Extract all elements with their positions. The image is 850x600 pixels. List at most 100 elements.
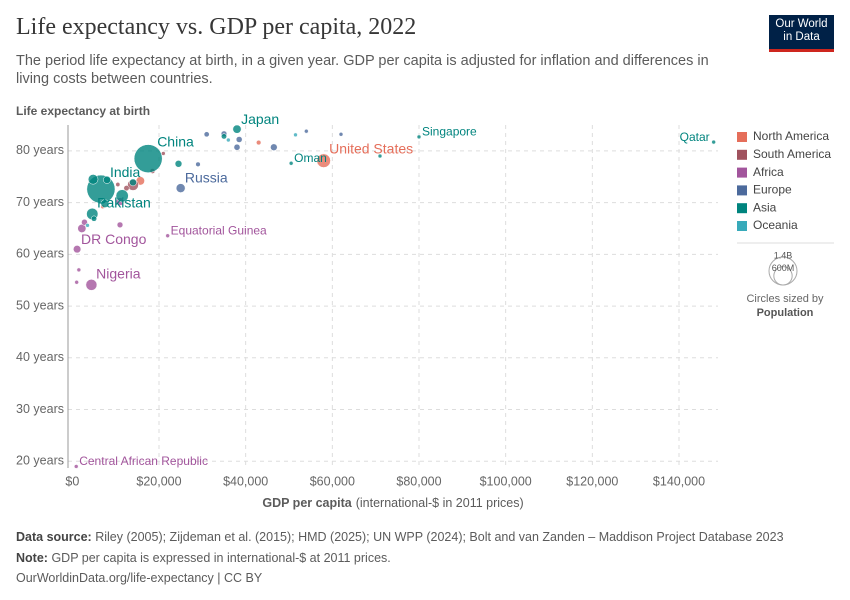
y-tick-label: 40 years bbox=[16, 350, 64, 364]
legend-swatch bbox=[737, 132, 747, 142]
bubble bbox=[115, 189, 129, 203]
x-axis-unit: (international-$ in 2011 prices) bbox=[356, 496, 524, 510]
x-tick-label: $100,000 bbox=[480, 474, 532, 488]
bubble bbox=[338, 132, 344, 137]
size-legend-circle bbox=[773, 266, 793, 286]
point-label: Qatar bbox=[680, 130, 710, 144]
y-axis-label: Life expectancy at birth bbox=[16, 104, 150, 118]
point-label: Singapore bbox=[422, 125, 477, 139]
bubble bbox=[270, 143, 278, 151]
bubble bbox=[174, 160, 183, 168]
legend-label: Africa bbox=[753, 165, 784, 179]
x-tick-label: $0 bbox=[65, 474, 79, 488]
size-legend-title: Circles sized by bbox=[746, 293, 824, 305]
bubble bbox=[235, 136, 243, 143]
bubble bbox=[293, 132, 298, 138]
bubble bbox=[87, 174, 99, 185]
chart-subtitle: The period life expectancy at birth, in … bbox=[16, 53, 709, 87]
note: GDP per capita is expressed in internati… bbox=[51, 550, 391, 565]
point-label: Nigeria bbox=[96, 266, 141, 282]
legend-swatch bbox=[737, 203, 747, 214]
note-line: Note: GDP per capita is expressed in int… bbox=[16, 548, 784, 569]
logo[interactable]: Our World in Data bbox=[769, 15, 834, 52]
legend-label: South America bbox=[753, 147, 831, 161]
bubble bbox=[195, 161, 201, 167]
x-tick-label: $80,000 bbox=[396, 474, 441, 488]
bubble bbox=[133, 144, 163, 173]
bubble bbox=[123, 185, 130, 192]
source: Riley (2005); Zijdeman et al. (2015); HM… bbox=[95, 530, 784, 544]
bubble bbox=[85, 279, 98, 291]
bubble bbox=[73, 245, 82, 254]
legend-swatch bbox=[737, 185, 747, 196]
point-label: Oman bbox=[294, 151, 327, 165]
x-tick-label: $40,000 bbox=[223, 474, 268, 488]
legend-swatch bbox=[737, 167, 747, 178]
y-tick-label: 70 years bbox=[16, 195, 64, 209]
bubble bbox=[100, 199, 110, 208]
bubble bbox=[175, 183, 186, 193]
bubble bbox=[73, 464, 79, 469]
bubble bbox=[85, 223, 90, 228]
point-label: United States bbox=[329, 141, 413, 157]
y-tick-label: 30 years bbox=[16, 402, 64, 416]
point-label: China bbox=[157, 133, 194, 149]
point-label: Russia bbox=[185, 170, 228, 186]
legend-label: North America bbox=[753, 129, 829, 143]
bubble bbox=[233, 143, 241, 151]
license[interactable]: OurWorldinData.org/life-expectancy | CC … bbox=[16, 571, 263, 585]
x-tick-label: $140,000 bbox=[653, 474, 705, 488]
bubble bbox=[76, 267, 82, 273]
logo-text: Our World bbox=[775, 18, 828, 30]
bubble bbox=[74, 280, 79, 285]
logo-text: in Data bbox=[783, 31, 820, 43]
y-tick-label: 20 years bbox=[16, 454, 64, 468]
note-label: Note: bbox=[16, 550, 48, 565]
bubble bbox=[256, 140, 262, 146]
y-tick-label: 60 years bbox=[16, 247, 64, 261]
bubble bbox=[77, 224, 87, 233]
bubble bbox=[165, 233, 170, 238]
bubble bbox=[316, 153, 331, 168]
bubble bbox=[116, 221, 124, 228]
x-axis-label: GDP per capita (international-$ in 2011 p… bbox=[262, 496, 523, 510]
bubble bbox=[711, 139, 716, 145]
source-label: Data source: bbox=[16, 530, 92, 544]
point-label: Pakistan bbox=[97, 195, 151, 211]
bubble bbox=[103, 175, 111, 184]
point-label: DR Congo bbox=[81, 231, 147, 247]
source-line: Data source: Riley (2005); Zijdeman et a… bbox=[16, 527, 784, 548]
size-legend-label: 1.4B bbox=[774, 250, 793, 260]
legend-label: Asia bbox=[753, 200, 777, 214]
bubble bbox=[115, 182, 121, 187]
bubble bbox=[91, 215, 97, 222]
point-label: India bbox=[110, 164, 141, 180]
x-axis-title: GDP per capita bbox=[262, 496, 352, 510]
point-label: Japan bbox=[241, 111, 279, 127]
legend-label: Europe bbox=[753, 183, 792, 197]
y-tick-label: 80 years bbox=[16, 143, 64, 157]
bubble bbox=[232, 124, 242, 134]
point-label: Equatorial Guinea bbox=[171, 223, 267, 237]
bubble bbox=[288, 161, 294, 166]
bubble bbox=[377, 153, 383, 159]
bubble bbox=[129, 178, 137, 187]
y-tick-label: 50 years bbox=[16, 298, 64, 312]
x-tick-label: $120,000 bbox=[566, 474, 618, 488]
bubble bbox=[221, 133, 227, 140]
x-tick-label: $20,000 bbox=[136, 474, 181, 488]
size-legend-variable: Population bbox=[757, 307, 814, 319]
bubble bbox=[203, 131, 210, 138]
bubble bbox=[416, 134, 422, 140]
chart-title: Life expectancy vs. GDP per capita, 2022 bbox=[16, 14, 417, 40]
x-tick-label: $60,000 bbox=[310, 474, 355, 488]
legend-swatch bbox=[737, 221, 747, 231]
legend-label: Oceania bbox=[753, 218, 798, 232]
point-label: Central African Republic bbox=[79, 454, 208, 468]
size-legend-label: 600M bbox=[772, 263, 795, 273]
bubble bbox=[226, 137, 231, 143]
legend-swatch bbox=[737, 149, 747, 160]
footer: Data source: Riley (2005); Zijdeman et a… bbox=[16, 527, 784, 589]
